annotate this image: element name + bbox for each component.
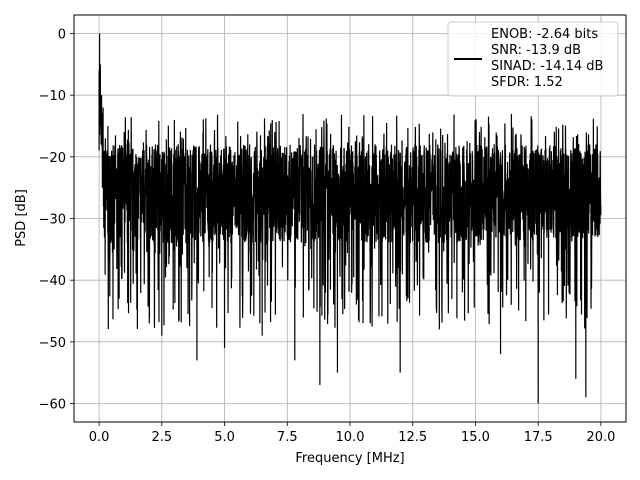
x-tick-label: 2.5	[151, 430, 172, 445]
x-tick-label: 7.5	[277, 430, 298, 445]
y-tick-label: −40	[39, 274, 66, 289]
legend-box	[447, 21, 619, 97]
y-tick-label: −10	[39, 89, 66, 104]
x-tick-label: 17.5	[524, 430, 553, 445]
legend: ENOB: -2.64 bits SNR: -13.9 dB SINAD: -1…	[447, 21, 619, 97]
x-tick-label: 10.0	[336, 430, 365, 445]
legend-sinad: SINAD: -14.14 dB	[491, 59, 603, 74]
y-tick-label: −20	[39, 151, 66, 166]
x-axis-label: Frequency [MHz]	[295, 451, 404, 466]
y-tick-label: −60	[39, 398, 66, 413]
x-tick-label: 0.0	[89, 430, 110, 445]
y-tick-label: −30	[39, 213, 66, 228]
y-tick-label: 0	[58, 28, 66, 43]
legend-snr: SNR: -13.9 dB	[491, 43, 581, 58]
legend-enob: ENOB: -2.64 bits	[491, 27, 598, 42]
y-tick-label: −50	[39, 336, 66, 351]
y-ticks: 0 −10 −20 −30 −40 −50 −60	[39, 28, 74, 413]
x-tick-label: 5.0	[214, 430, 235, 445]
y-axis-label: PSD [dB]	[14, 189, 29, 247]
series-layer	[98, 33, 602, 404]
x-ticks: 0.0 2.5 5.0 7.5 10.0 12.5 15.0 17.5 20.0	[89, 422, 615, 445]
legend-sfdr: SFDR: 1.52	[491, 75, 563, 90]
x-tick-label: 15.0	[461, 430, 490, 445]
x-tick-label: 20.0	[586, 430, 615, 445]
x-tick-label: 12.5	[398, 430, 427, 445]
psd-series-line	[98, 33, 602, 404]
